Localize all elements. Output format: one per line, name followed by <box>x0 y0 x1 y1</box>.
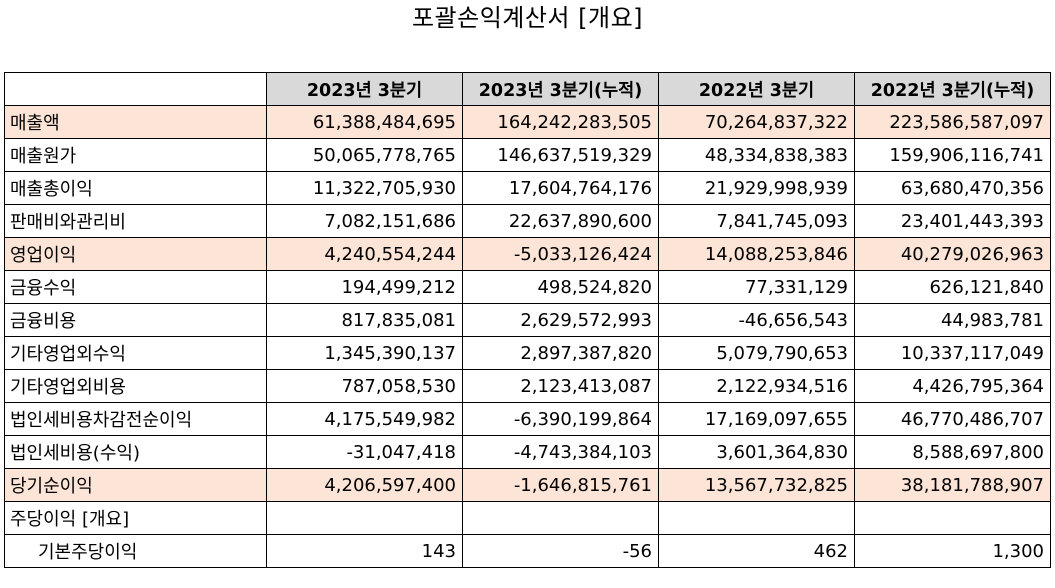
value-cell: 143 <box>266 534 463 568</box>
value-cell: -4,743,384,103 <box>462 435 659 469</box>
value-cell: 40,279,026,963 <box>854 237 1051 271</box>
value-cell: 10,337,117,049 <box>854 336 1051 370</box>
table-row: 매출액 61,388,484,695 164,242,283,505 70,264,8… <box>4 105 1051 139</box>
value-cell: 498,524,820 <box>462 270 659 304</box>
value-cell: 223,586,587,097 <box>854 105 1051 139</box>
column-header: 2023년 3분기(누적) <box>462 72 659 106</box>
table-row: 영업이익 4,240,554,244 -5,033,126,424 14,088,25… <box>4 237 1051 271</box>
value-cell: 787,058,530 <box>266 369 463 403</box>
value-cell: 11,322,705,930 <box>266 171 463 205</box>
value-cell: 5,079,790,653 <box>658 336 855 370</box>
row-label: 기타영업외수익 <box>4 336 267 370</box>
value-cell: -5,033,126,424 <box>462 237 659 271</box>
value-cell: 46,770,486,707 <box>854 402 1051 436</box>
value-cell: 48,334,838,383 <box>658 138 855 172</box>
value-cell: 17,169,097,655 <box>658 402 855 436</box>
table-row: 법인세비용(수익) -31,047,418 -4,743,384,103 3,601,… <box>4 435 1051 469</box>
value-cell: 2,122,934,516 <box>658 369 855 403</box>
row-label: 매출총이익 <box>4 171 267 205</box>
table-row: 매출원가 50,065,778,765 146,637,519,329 48,334,… <box>4 138 1051 172</box>
value-cell: -1,646,815,761 <box>462 468 659 502</box>
value-cell: 44,983,781 <box>854 303 1051 337</box>
value-cell <box>854 501 1051 535</box>
value-cell: 4,206,597,400 <box>266 468 463 502</box>
value-cell: 8,588,697,800 <box>854 435 1051 469</box>
column-header: 2022년 3분기(누적) <box>854 72 1051 106</box>
value-cell: 61,388,484,695 <box>266 105 463 139</box>
value-cell: -56 <box>462 534 659 568</box>
value-cell: 4,240,554,244 <box>266 237 463 271</box>
value-cell <box>266 501 463 535</box>
value-cell <box>462 501 659 535</box>
value-cell: 2,629,572,993 <box>462 303 659 337</box>
value-cell: 3,601,364,830 <box>658 435 855 469</box>
value-cell: 7,841,745,093 <box>658 204 855 238</box>
value-cell: 1,345,390,137 <box>266 336 463 370</box>
value-cell: 22,637,890,600 <box>462 204 659 238</box>
value-cell: 7,082,151,686 <box>266 204 463 238</box>
value-cell: 146,637,519,329 <box>462 138 659 172</box>
value-cell: 23,401,443,393 <box>854 204 1051 238</box>
table-row: 기본주당이익 143 -56 462 1,300 <box>4 534 1051 568</box>
value-cell: -46,656,543 <box>658 303 855 337</box>
value-cell <box>658 501 855 535</box>
row-label: 매출액 <box>4 105 267 139</box>
table-row: 당기순이익 4,206,597,400 -1,646,815,761 13,567,7… <box>4 468 1051 502</box>
table-row: 기타영업외수익 1,345,390,137 2,897,387,820 5,079,7… <box>4 336 1051 370</box>
table-row: 기타영업외비용 787,058,530 2,123,413,087 2,122,934… <box>4 369 1051 403</box>
row-label: 판매비와관리비 <box>4 204 267 238</box>
value-cell: 462 <box>658 534 855 568</box>
value-cell: 38,181,788,907 <box>854 468 1051 502</box>
row-label: 당기순이익 <box>4 468 267 502</box>
row-label: 금융비용 <box>4 303 267 337</box>
row-label: 법인세비용(수익) <box>4 435 267 469</box>
value-cell: 2,897,387,820 <box>462 336 659 370</box>
value-cell: 159,906,116,741 <box>854 138 1051 172</box>
value-cell: 626,121,840 <box>854 270 1051 304</box>
value-cell: 1,300 <box>854 534 1051 568</box>
value-cell: 817,835,081 <box>266 303 463 337</box>
value-cell: 77,331,129 <box>658 270 855 304</box>
table-row: 매출총이익 11,322,705,930 17,604,764,176 21,929,… <box>4 171 1051 205</box>
value-cell: 164,242,283,505 <box>462 105 659 139</box>
value-cell: -6,390,199,864 <box>462 402 659 436</box>
row-label: 법인세비용차감전순이익 <box>4 402 267 436</box>
table-row: 판매비와관리비 7,082,151,686 22,637,890,600 7,841,… <box>4 204 1051 238</box>
income-statement-table: 2023년 3분기 2023년 3분기(누적) 2022년 3분기 2022년 … <box>4 72 1051 568</box>
row-label: 매출원가 <box>4 138 267 172</box>
value-cell: 194,499,212 <box>266 270 463 304</box>
value-cell: 13,567,732,825 <box>658 468 855 502</box>
value-cell: 63,680,470,356 <box>854 171 1051 205</box>
column-header: 2023년 3분기 <box>266 72 463 106</box>
row-label: 영업이익 <box>4 237 267 271</box>
value-cell: 4,426,795,364 <box>854 369 1051 403</box>
row-label: 기타영업외비용 <box>4 369 267 403</box>
header-row: 2023년 3분기 2023년 3분기(누적) 2022년 3분기 2022년 … <box>4 72 1051 106</box>
row-label: 기본주당이익 <box>4 534 267 568</box>
value-cell: 4,175,549,982 <box>266 402 463 436</box>
table-row: 법인세비용차감전순이익 4,175,549,982 -6,390,199,864 17… <box>4 402 1051 436</box>
value-cell: -31,047,418 <box>266 435 463 469</box>
table-row: 금융비용 817,835,081 2,629,572,993 -46,656,543 4… <box>4 303 1051 337</box>
value-cell: 21,929,998,939 <box>658 171 855 205</box>
row-label: 주당이익 [개요] <box>4 501 267 535</box>
header-blank-cell <box>4 72 267 106</box>
value-cell: 2,123,413,087 <box>462 369 659 403</box>
value-cell: 70,264,837,322 <box>658 105 855 139</box>
value-cell: 50,065,778,765 <box>266 138 463 172</box>
table-row: 금융수익 194,499,212 498,524,820 77,331,129 626,… <box>4 270 1051 304</box>
table-row: 주당이익 [개요] <box>4 501 1051 535</box>
value-cell: 14,088,253,846 <box>658 237 855 271</box>
page-title: 포괄손익계산서 [개요] <box>411 4 644 32</box>
row-label: 금융수익 <box>4 270 267 304</box>
value-cell: 17,604,764,176 <box>462 171 659 205</box>
column-header: 2022년 3분기 <box>658 72 855 106</box>
